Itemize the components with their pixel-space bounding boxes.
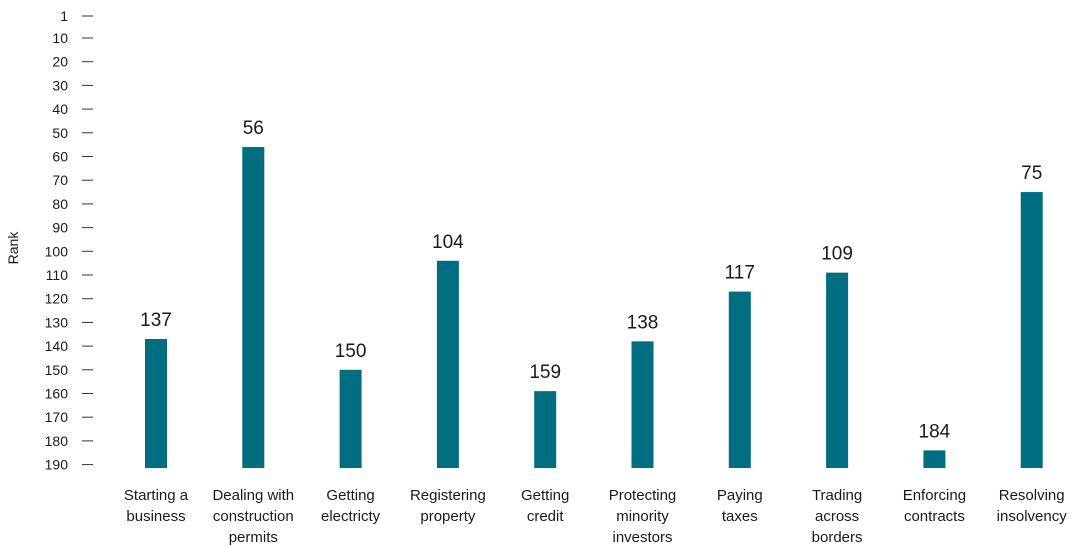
bar	[436, 260, 459, 468]
data-label: 75	[1021, 163, 1042, 184]
y-tick-label: 100	[45, 243, 69, 259]
y-tick-label: 80	[52, 196, 68, 212]
y-tick-label: 50	[52, 125, 68, 141]
bar	[631, 341, 654, 468]
bar	[242, 147, 265, 468]
data-label: 56	[243, 118, 264, 139]
y-axis-title: Rank	[5, 231, 21, 265]
bar	[534, 391, 557, 468]
data-label: 104	[432, 232, 464, 253]
category-label: Getting electricty	[321, 487, 381, 525]
y-tick-label: 40	[52, 101, 68, 117]
bars	[145, 147, 1043, 469]
y-tick-label: 140	[45, 338, 69, 354]
data-label: 137	[140, 310, 172, 331]
data-label: 150	[335, 341, 367, 362]
y-tick-label: 30	[52, 77, 68, 93]
category-label: Protecting minority investors	[609, 487, 677, 546]
category-label: Resolving insolvency	[997, 487, 1068, 525]
data-label: 184	[919, 421, 951, 442]
y-axis: 1102030405060708090100110120130140150160…	[45, 8, 93, 473]
category-label: Starting a business	[124, 487, 189, 525]
category-label: Paying taxes	[717, 487, 763, 525]
bar	[1020, 192, 1043, 469]
y-tick-label: 130	[45, 314, 69, 330]
bar	[728, 291, 751, 468]
y-tick-label: 190	[45, 457, 69, 473]
y-tick-label: 20	[52, 54, 68, 70]
bar	[339, 369, 362, 468]
y-tick-label: 160	[45, 386, 69, 402]
y-tick-label: 110	[46, 267, 69, 283]
bar	[145, 338, 167, 468]
y-tick-label: 150	[45, 362, 69, 378]
y-tick-label: 70	[52, 172, 68, 188]
bar	[923, 450, 946, 468]
y-tick-label: 60	[52, 149, 68, 165]
category-label: Dealing with construction permits	[212, 487, 294, 546]
category-labels: Starting a business Dealing with constructi…	[124, 487, 1067, 546]
value-labels: 137 56 150 104 159 138 117 109 184 75	[140, 118, 1042, 442]
y-tick-label: 180	[45, 433, 69, 449]
category-label: Getting credit	[521, 487, 569, 525]
data-label: 109	[821, 244, 853, 265]
category-label: Trading across borders	[812, 487, 863, 546]
category-label: Registering property	[410, 487, 486, 525]
y-tick-label: 1	[60, 8, 68, 24]
data-label: 138	[627, 312, 659, 333]
category-label: Enforcing contracts	[903, 487, 966, 525]
y-tick-label: 120	[45, 291, 69, 307]
bar	[826, 272, 849, 468]
y-tick-label: 10	[52, 30, 68, 46]
y-tick-label: 170	[45, 409, 69, 425]
data-label: 117	[725, 263, 755, 284]
y-tick-label: 90	[52, 220, 68, 236]
data-label: 159	[529, 362, 561, 383]
